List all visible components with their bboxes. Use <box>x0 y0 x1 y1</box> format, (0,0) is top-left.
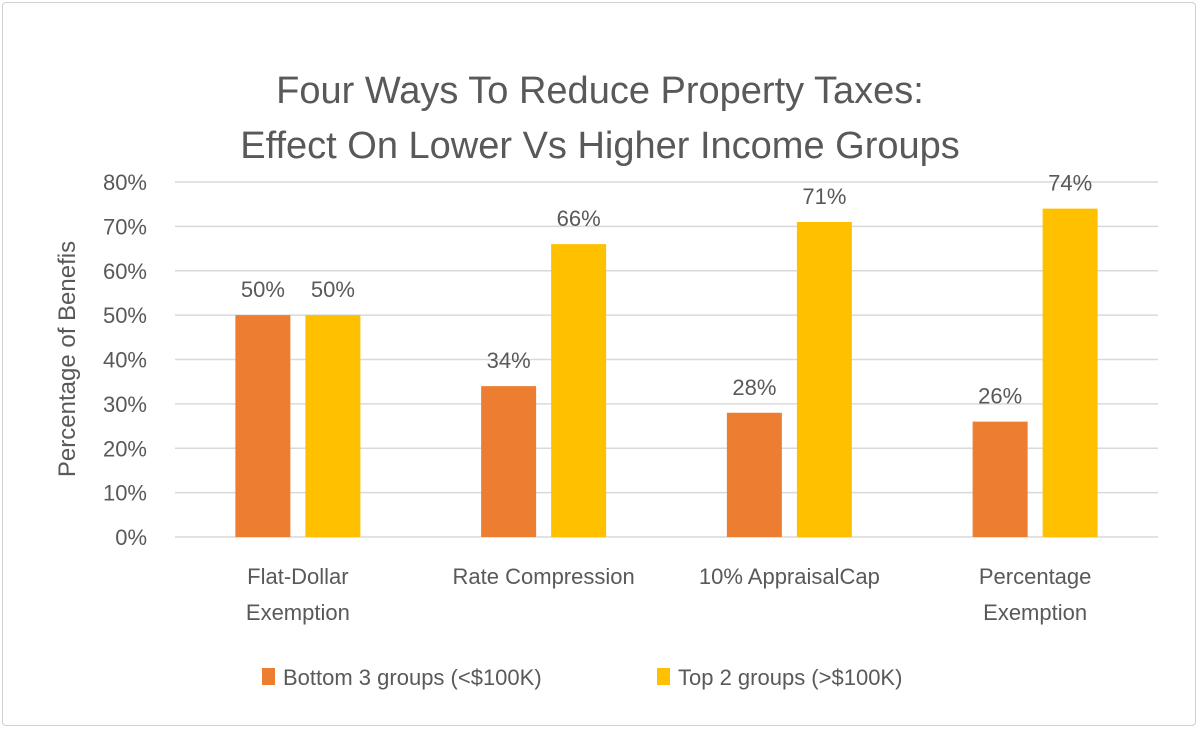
bar-top-groups <box>305 315 361 537</box>
data-label: 50% <box>311 277 355 302</box>
y-tick-label: 30% <box>103 392 147 417</box>
bar-top-groups <box>1042 208 1098 537</box>
y-tick-label: 50% <box>103 303 147 328</box>
y-tick-label: 70% <box>103 214 147 239</box>
chart-title: Effect On Lower Vs Higher Income Groups <box>240 125 960 167</box>
bar-bottom-groups <box>481 386 537 537</box>
y-tick-label: 80% <box>103 170 147 195</box>
y-tick-label: 10% <box>103 481 147 506</box>
x-tick-label: Rate Compression <box>453 564 635 589</box>
x-tick-label: Percentage <box>979 564 1092 589</box>
bar-bottom-groups <box>972 421 1028 537</box>
x-tick-label: Exemption <box>983 600 1087 625</box>
x-tick-label: Exemption <box>246 600 350 625</box>
bar-bottom-groups <box>726 412 782 537</box>
bar-bottom-groups <box>235 315 291 537</box>
data-label: 34% <box>487 348 531 373</box>
y-tick-label: 60% <box>103 259 147 284</box>
x-tick-label: Flat-Dollar <box>247 564 348 589</box>
y-tick-label: 0% <box>115 525 147 550</box>
data-label: 50% <box>241 277 285 302</box>
y-axis-label: Percentage of Benefis <box>54 241 81 477</box>
legend-swatch <box>657 668 670 685</box>
data-label: 71% <box>802 184 846 209</box>
data-label: 66% <box>557 206 601 231</box>
data-label: 28% <box>732 375 776 400</box>
y-tick-label: 40% <box>103 348 147 373</box>
data-label: 26% <box>978 384 1022 409</box>
x-tick-label: 10% AppraisalCap <box>699 564 880 589</box>
y-tick-label: 20% <box>103 436 147 461</box>
data-label: 74% <box>1048 171 1092 196</box>
bar-top-groups <box>551 244 607 537</box>
legend-label: Top 2 groups (>$100K) <box>678 665 902 690</box>
legend-swatch <box>262 668 275 685</box>
chart-title: Four Ways To Reduce Property Taxes: <box>276 70 924 112</box>
bar-top-groups <box>796 221 852 537</box>
legend-label: Bottom 3 groups (<$100K) <box>283 665 542 690</box>
